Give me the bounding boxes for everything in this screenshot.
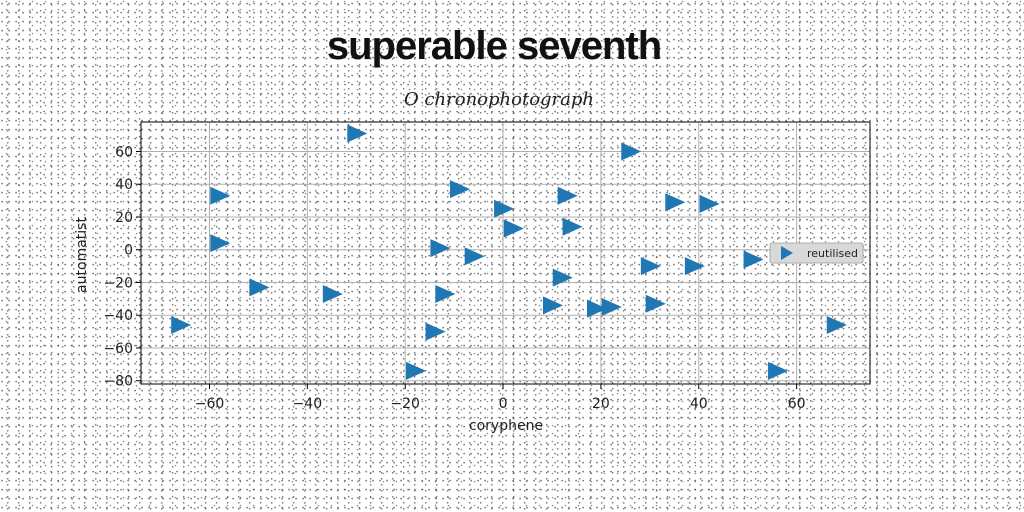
data-point <box>425 322 446 341</box>
legend-marker <box>781 246 793 260</box>
x-tick-label: −40 <box>293 396 323 412</box>
data-points <box>171 124 847 380</box>
data-point <box>171 316 192 335</box>
data-point <box>347 124 368 143</box>
x-tick-label: 60 <box>788 396 806 412</box>
data-point <box>562 217 583 236</box>
data-point <box>542 296 563 315</box>
data-point <box>322 284 343 303</box>
data-point <box>210 186 231 205</box>
data-point <box>621 142 642 161</box>
y-tick-label: −80 <box>103 374 133 390</box>
data-point <box>210 234 231 253</box>
y-tick-label: 0 <box>124 243 133 259</box>
data-point <box>435 284 456 303</box>
data-point <box>450 180 471 199</box>
x-tick-label: −20 <box>390 396 420 412</box>
y-tick-label: −20 <box>103 275 133 291</box>
x-tick-label: −60 <box>195 396 225 412</box>
y-tick-label: 20 <box>115 210 133 226</box>
y-tick-label: −60 <box>103 341 133 357</box>
axis-ticks: −60 −40 −20 0 20 40 60 −80 −60 −40 −20 0 20 40 60 <box>103 144 805 412</box>
data-point <box>249 278 270 297</box>
grid <box>141 122 870 384</box>
x-tick-label: 40 <box>690 396 708 412</box>
data-point <box>645 294 666 313</box>
data-point <box>405 361 426 380</box>
data-point <box>430 239 451 258</box>
data-point <box>684 257 705 276</box>
y-tick-label: −40 <box>103 308 133 324</box>
data-point <box>503 219 524 238</box>
chart-title: superable seventh <box>326 24 662 68</box>
data-point <box>768 361 789 380</box>
x-tick-label: 0 <box>499 396 508 412</box>
legend-label: reutilised <box>807 247 858 260</box>
data-point <box>601 298 622 317</box>
data-point <box>699 194 720 213</box>
data-point <box>826 316 847 335</box>
plot-frame <box>140 121 871 385</box>
chart-subtitle: O chronophotograph <box>403 89 595 110</box>
legend: reutilised <box>769 242 864 264</box>
data-point <box>587 299 608 318</box>
data-point <box>640 257 661 276</box>
x-tick-label: 20 <box>592 396 610 412</box>
data-point <box>464 247 485 266</box>
data-point <box>552 268 573 287</box>
data-point <box>557 186 578 205</box>
x-axis-label: coryphene <box>469 418 543 434</box>
y-tick-label: 40 <box>115 177 133 193</box>
data-point <box>743 250 764 269</box>
y-axis-label: automatist <box>74 217 90 293</box>
legend-box <box>769 242 864 264</box>
data-point <box>494 199 515 218</box>
data-point <box>665 193 686 212</box>
y-tick-label: 60 <box>115 144 133 160</box>
